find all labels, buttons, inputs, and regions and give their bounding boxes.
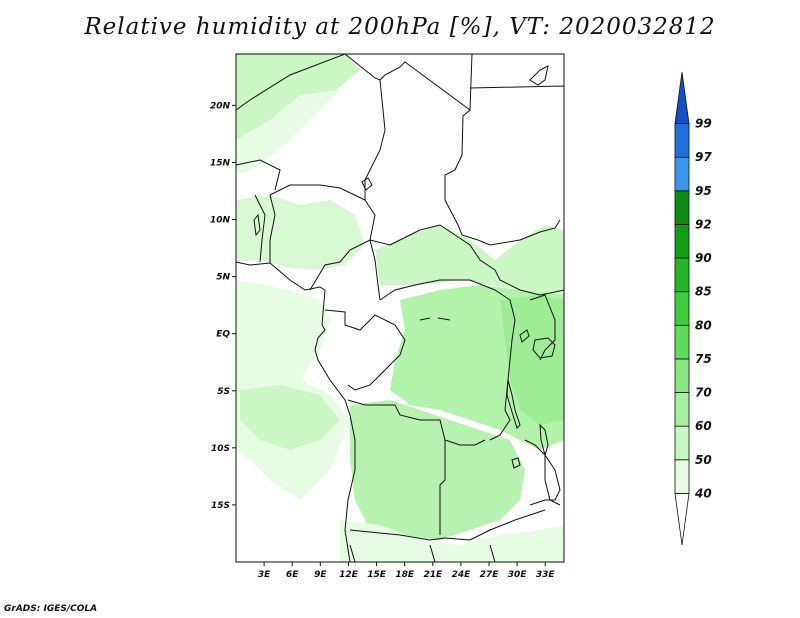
- humidity-area-angola: [350, 400, 525, 540]
- border-coastline-westafrica: [236, 261, 356, 562]
- lat-tick-label: 20N: [210, 101, 231, 111]
- lake-sinai-outline: [529, 65, 549, 86]
- lon-tick-label: 24E: [452, 570, 472, 580]
- border-benin-togo: [254, 194, 276, 263]
- lon-tick-label: 18E: [395, 570, 415, 580]
- humidity-area-south: [340, 520, 564, 562]
- lake-chad: [361, 177, 373, 191]
- colorbar-label: 80: [695, 318, 712, 332]
- credit-text: GrADS: IGES/COLA: [4, 604, 98, 614]
- border-uganda-kenya: [529, 294, 556, 361]
- lake-volta: [253, 213, 261, 237]
- colorbar-label: 99: [695, 117, 712, 131]
- lat-tick-label: EQ: [216, 330, 230, 340]
- lat-tick-label: 5N: [216, 273, 230, 283]
- colorbar-segment: [674, 257, 690, 293]
- colorbar-label: 90: [695, 251, 712, 265]
- lon-tick-label: 30E: [508, 570, 528, 580]
- colorbar-segment: [674, 492, 690, 546]
- lat-tick-label: 10S: [211, 444, 230, 454]
- lon-tick-label: 15E: [367, 570, 387, 580]
- border-cameroon-car: [369, 239, 381, 301]
- lat-tick-label: 15S: [211, 501, 230, 511]
- chart-title: Relative humidity at 200hPa [%], VT: 202…: [84, 14, 716, 40]
- lon-tick-label: 27E: [480, 570, 500, 580]
- border-mali-algeria: [236, 54, 346, 111]
- lake-albert: [519, 329, 530, 343]
- lat-tick-label: 15N: [210, 158, 231, 168]
- border-south: [349, 544, 496, 562]
- border-sudan-southsudan: [477, 219, 561, 246]
- map-frame: [235, 53, 565, 563]
- colorbar-label: 97: [695, 150, 712, 164]
- colorbar-label: 40: [694, 486, 712, 500]
- lon-tick-label: 12E: [339, 570, 359, 580]
- colorbar-label: 85: [695, 285, 712, 299]
- humidity-area-atlantic-mid: [240, 385, 340, 450]
- colorbar-segment: [674, 392, 690, 427]
- humidity-area-westafrica: [236, 195, 365, 270]
- humidity-area-car: [375, 225, 564, 300]
- colorbar-segment: [674, 190, 690, 225]
- colorbar-label: 60: [695, 419, 712, 433]
- border-drc-east: [489, 289, 516, 441]
- lakes: [253, 65, 556, 469]
- lake-mweru: [511, 457, 521, 469]
- colorbar-segment: [674, 459, 690, 494]
- colorbar-segment: [674, 123, 690, 158]
- colorbar-label: 95: [695, 184, 712, 198]
- border-libya-chad: [379, 54, 473, 111]
- border-southsudan-drc: [494, 269, 564, 296]
- lon-tick-label: 3E: [258, 570, 271, 580]
- border-angola-namibia: [349, 529, 446, 541]
- border-nigeria-cameroon: [309, 199, 376, 291]
- country-borders: [236, 54, 564, 562]
- border-niger-chad: [364, 79, 386, 200]
- border-drc-angola: [347, 399, 486, 446]
- lon-tick-label: 21E: [423, 570, 443, 580]
- border-malawi: [544, 455, 561, 506]
- lon-tick-label: 33E: [536, 570, 556, 580]
- border-nigeria-niger: [269, 184, 366, 201]
- lake-malawi: [539, 423, 549, 457]
- border-angola-zambia: [439, 440, 446, 535]
- border-libya-egypt: [444, 109, 479, 241]
- lake-victoria: [532, 337, 556, 359]
- colorbar-segment: [674, 324, 690, 360]
- colorbar-segment: [674, 224, 690, 259]
- latitude-axis: 20N 15N 10N 5N EQ 5S 10S 15S: [210, 101, 236, 511]
- colorbar-segment: [674, 71, 690, 125]
- humidity-area-sahara-light: [236, 90, 340, 175]
- lake-tanganyika: [506, 379, 521, 429]
- lake-congo-small: [419, 317, 451, 321]
- colorbar-label: 70: [695, 386, 712, 400]
- lon-tick-label: 6E: [286, 570, 299, 580]
- border-mali-niger: [236, 159, 281, 191]
- longitude-axis: 3E 6E 9E 12E 15E 18E 21E 24E 27E 30E 33E: [258, 562, 556, 580]
- colorbar-segment: [674, 425, 690, 461]
- colorbar-segment: [674, 156, 690, 192]
- colorbar-segment: [674, 291, 690, 326]
- border-congo-drc: [347, 319, 406, 391]
- border-gabon-congo: [324, 309, 386, 331]
- border-car-drc: [379, 279, 496, 301]
- lat-tick-label: 5S: [217, 387, 230, 397]
- border-tanzania-mozambique: [524, 439, 561, 506]
- border-zambia-zimbabwe: [444, 509, 546, 541]
- border-niger-algeria: [344, 54, 381, 81]
- humidity-area-congo-east: [500, 295, 564, 425]
- colorbar: 40 50 60 70 75 80 85 90 92 95 97 99: [674, 71, 712, 546]
- colorbar-label: 92: [695, 217, 712, 231]
- border-chad-car: [369, 224, 496, 271]
- colorbar-segment: [674, 358, 690, 393]
- border-egypt-sudan: [469, 85, 564, 89]
- colorbar-label: 75: [695, 352, 712, 366]
- lat-tick-label: 10N: [210, 216, 231, 226]
- humidity-shading: [236, 54, 564, 562]
- lon-tick-label: 9E: [314, 570, 327, 580]
- colorbar-label: 50: [695, 453, 712, 467]
